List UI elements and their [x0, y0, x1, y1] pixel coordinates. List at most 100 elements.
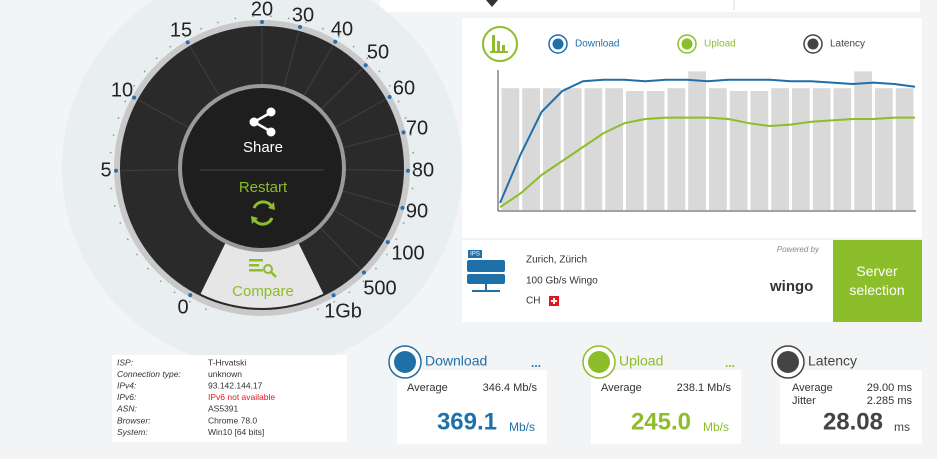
info-label: ASN:	[116, 404, 137, 414]
top-panel	[380, 0, 920, 12]
scale-tick	[234, 17, 237, 20]
legend-label[interactable]: Download	[575, 39, 619, 50]
scale-tick	[188, 300, 191, 303]
scale-tick	[169, 45, 172, 48]
result-icon-core	[394, 351, 416, 373]
pointer	[486, 0, 498, 7]
result-value: 369.1	[437, 408, 497, 435]
scale-tick	[412, 151, 415, 154]
segment-line	[121, 169, 179, 172]
segment-line	[321, 68, 363, 110]
server-provider: 100 Gb/s Wingo	[526, 276, 598, 287]
scale-label: 20	[251, 0, 273, 20]
latency-bar	[563, 88, 582, 210]
latency-bar	[605, 88, 623, 210]
latency-bar	[522, 88, 540, 210]
scale-label: 15	[170, 19, 192, 41]
result-title: Upload	[619, 353, 663, 369]
server-selection-button[interactable]	[833, 240, 922, 322]
scale-tick	[413, 169, 415, 172]
result-title: Latency	[808, 353, 857, 369]
scale-dot	[333, 39, 338, 44]
segment-line	[138, 99, 189, 129]
segment-line	[335, 98, 386, 128]
gauge-segments	[121, 27, 403, 270]
scale-tick	[117, 117, 120, 119]
scale-tick	[252, 15, 254, 18]
scale-dot	[405, 168, 410, 173]
share-icon[interactable]	[249, 107, 276, 137]
scale-tick	[287, 17, 290, 20]
result-title: Download	[425, 353, 487, 369]
latency-bar	[875, 88, 893, 210]
scale-tick	[375, 267, 377, 270]
scale-label: 90	[406, 200, 428, 222]
scale-dot	[400, 205, 405, 210]
legend-label[interactable]: Upload	[704, 39, 736, 50]
average-value: 346.4 Mb/s	[483, 382, 538, 394]
info-label: Connection type:	[117, 369, 181, 379]
compare-button[interactable]: Compare	[232, 283, 294, 300]
latency-bar	[812, 88, 831, 210]
legend-icon-core[interactable]	[807, 38, 819, 50]
scale-tick	[109, 169, 111, 172]
scale-tick	[109, 151, 112, 154]
scale-label: 60	[393, 77, 415, 99]
scale-tick	[378, 70, 381, 73]
result-icon-core	[588, 351, 610, 373]
legend-icon-core[interactable]	[681, 38, 693, 50]
info-value: 93.142.144.17	[208, 380, 263, 390]
legend-label[interactable]: Latency	[830, 39, 865, 50]
scale-dot	[361, 270, 366, 275]
restart-icon[interactable]	[251, 200, 275, 226]
more-button[interactable]: ...	[725, 356, 735, 370]
scale-dot	[260, 20, 264, 24]
legend-icon-core[interactable]	[552, 38, 564, 50]
compare-icon[interactable]	[249, 259, 277, 278]
info-panel	[112, 355, 347, 442]
jitter-label: Jitter	[792, 395, 816, 407]
scale-tick	[305, 21, 307, 24]
restart-button[interactable]: Restart	[239, 179, 288, 196]
scale-label: 80	[412, 159, 434, 181]
share-button[interactable]: Share	[243, 139, 283, 156]
scale-tick	[397, 100, 400, 103]
latency-bar	[543, 88, 561, 210]
scale-tick	[155, 57, 158, 60]
info-label: IPv4:	[117, 380, 137, 390]
jitter-value: 2.285 ms	[867, 395, 913, 407]
segment-line	[343, 133, 399, 149]
info-label: Browser:	[117, 415, 151, 425]
average-label: Average	[407, 382, 448, 394]
latency-bar	[792, 88, 810, 210]
average-value: 238.1 Mb/s	[677, 382, 732, 394]
segment-line	[320, 227, 361, 270]
scale-tick	[136, 253, 138, 256]
ips-label: IPS	[470, 252, 480, 258]
more-button[interactable]: ...	[531, 356, 541, 370]
scale-label: 1Gb	[324, 300, 362, 322]
latency-bar	[646, 91, 665, 210]
latency-bar	[771, 88, 789, 210]
average-label: Average	[601, 382, 642, 394]
ips-badge	[468, 250, 482, 258]
scale-tick	[124, 100, 127, 103]
latency-bar	[709, 88, 727, 210]
scale-label: 10	[111, 79, 133, 101]
latency-bar	[501, 88, 520, 210]
server-icon	[467, 260, 505, 272]
latency-bar	[895, 88, 914, 210]
scale-tick	[366, 57, 369, 60]
result-card	[780, 370, 922, 444]
scale-tick	[402, 222, 405, 224]
swiss-cross	[551, 298, 557, 304]
server-selection-label[interactable]: Server selection	[849, 263, 904, 298]
graph-icon-bars	[490, 35, 508, 53]
server-city: Zurich, Zürich	[526, 255, 587, 266]
latency-bar	[667, 88, 686, 210]
scale-tick	[317, 308, 319, 311]
server-country: CH	[526, 296, 540, 307]
plot	[499, 71, 916, 211]
